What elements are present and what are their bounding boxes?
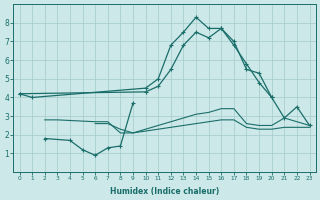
- X-axis label: Humidex (Indice chaleur): Humidex (Indice chaleur): [110, 187, 219, 196]
